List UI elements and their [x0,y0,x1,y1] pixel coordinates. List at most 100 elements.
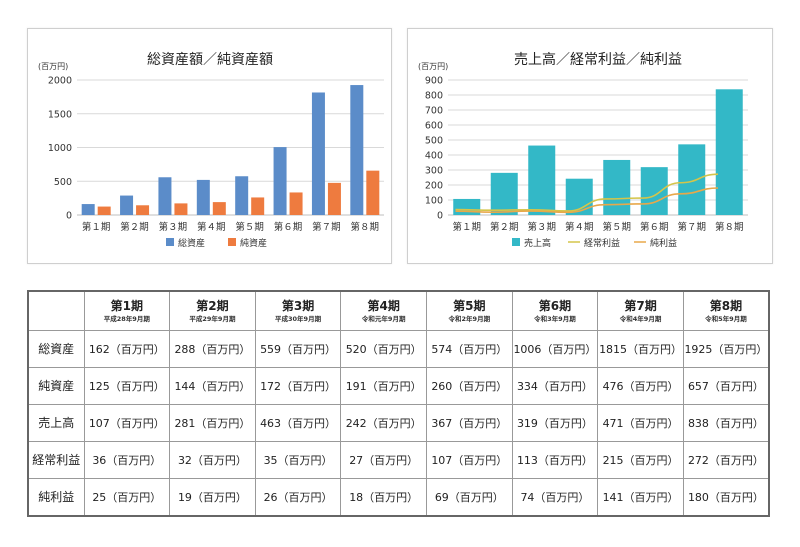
x-tick-label: 第７期 [312,221,341,233]
table-cell: 32（百万円） [169,440,256,479]
y-tick-label: 800 [425,91,443,102]
legend-label-total-assets: 総資産 [178,237,205,249]
legend: 売上高 経常利益 純利益 [512,237,677,249]
x-tick-label: 第５期 [235,221,264,233]
y-tick-label: 600 [425,121,443,132]
column-header: 第7期 令和4年9月期 [597,290,684,331]
legend-label-net-assets: 純資産 [240,237,267,249]
table-cell: 281（百万円） [169,403,256,442]
table-cell: 520（百万円） [340,330,427,368]
table-cell: 125（百万円） [83,366,171,405]
bar-純資産 [136,205,150,215]
table-row-ordinary-profit: 経常利益 36（百万円） 32（百万円） 35（百万円） 27（百万円） 107… [27,440,770,479]
table-cell: 27（百万円） [340,440,427,479]
x-tick-label: 第４期 [197,221,226,233]
x-tick-label: 第３期 [527,221,556,233]
fiscal-date: 令和2年9月期 [448,314,491,323]
table-cell: 1006（百万円） [511,330,599,368]
table-row-total-assets: 総資産 162（百万円） 288（百万円） 559（百万円） 520（百万円） … [27,330,770,368]
row-label: 経常利益 [27,440,85,479]
table-header-row: 第1期 平成28年9月期 第2期 平成29年9月期 第3期 平成30年9月期 第4期令… [27,290,770,331]
bar-純資産 [289,192,303,215]
bar-純資産 [174,203,188,215]
y-tick-label: 200 [425,181,443,192]
column-header: 第6期 令和3年9月期 [511,290,599,331]
bar-売上高 [453,198,481,215]
legend-swatch-sales [512,238,520,246]
bar-純資産 [327,182,341,215]
bar-総資産 [120,195,134,215]
bar-売上高 [603,159,631,215]
bar-売上高 [528,145,556,215]
period-label: 第8期 [709,298,743,313]
legend: 総資産 純資産 [166,237,267,249]
corner-cell [27,290,85,331]
legend-label-net-income: 純利益 [650,237,677,249]
bar-売上高 [640,167,668,215]
legend-swatch-total-assets [166,238,174,246]
y-tick-label: 100 [425,196,443,207]
table-cell: 463（百万円） [254,403,342,442]
table-cell: 288（百万円） [169,330,256,368]
table-cell: 191（百万円） [340,366,427,405]
y-tick-label: 0 [437,211,443,222]
legend-label-sales: 売上高 [524,237,551,249]
column-header: 第8期 令和5年9月期 [682,290,770,331]
period-label: 第5期 [453,298,486,313]
sales-chart-panel: 売上高／経常利益／純利益 (百万円) 0 100 200 300 400 500 600 70… [407,28,773,264]
table-cell: 19（百万円） [169,477,256,517]
row-label: 純利益 [27,477,85,517]
table-cell: 36（百万円） [83,440,171,479]
x-tick-label: 第７期 [677,221,706,233]
table-cell: 69（百万円） [426,477,513,517]
bar-総資産 [158,177,172,215]
table-cell: 574（百万円） [426,330,513,368]
bar-総資産 [196,179,210,215]
table-cell: 26（百万円） [254,477,342,517]
fiscal-date: 令和元年9月期 [361,314,406,323]
table-cell: 367（百万円） [426,403,513,442]
table-cell: 471（百万円） [597,403,684,442]
bar-総資産 [273,147,287,215]
bar-純資産 [212,202,226,215]
y-tick-label: 300 [425,166,443,177]
period-label: 第6期 [538,298,572,313]
bar-純資産 [251,197,265,215]
period-label: 第7期 [624,298,657,313]
legend-swatch-net-assets [228,238,236,246]
period-label: 第4期 [367,298,400,313]
bar-純資産 [97,206,111,215]
fiscal-date: 令和4年9月期 [619,314,662,323]
sales-chart: 売上高／経常利益／純利益 (百万円) 0 100 200 300 400 500 600 70… [418,51,748,249]
table-cell: 172（百万円） [254,366,342,405]
table-cell: 25（百万円） [83,477,171,517]
table-cell: 107（百万円） [83,403,171,442]
bar-売上高 [715,89,743,215]
column-header: 第5期 令和2年9月期 [426,290,513,331]
table-cell: 35（百万円） [254,440,342,479]
period-label: 第2期 [196,298,229,313]
x-tick-label: 第８期 [715,221,744,233]
y-tick-label: 1500 [48,109,72,120]
bar-総資産 [81,204,95,215]
table-cell: 180（百万円） [682,477,770,517]
bar-売上高 [678,144,706,215]
y-tick-label: 700 [425,106,443,117]
fiscal-date: 平成30年9月期 [275,314,322,323]
bar-総資産 [311,92,325,215]
y-tick-label: 500 [425,136,443,147]
line-経常利益 [455,173,719,212]
fiscal-date: 平成28年9月期 [103,314,150,323]
table-cell: 107（百万円） [426,440,513,479]
table-row-net-assets: 純資産 125（百万円） 144（百万円） 172（百万円） 191（百万円） … [27,366,770,405]
bar-売上高 [490,172,518,215]
x-tick-label: 第２期 [490,221,519,233]
table-cell: 319（百万円） [511,403,599,442]
table-cell: 141（百万円） [597,477,684,517]
fiscal-date: 平成29年9月期 [189,314,236,323]
y-tick-label: 0 [66,211,72,222]
x-tick-label: 第１期 [82,221,111,233]
y-tick-label: 2000 [48,76,72,87]
fiscal-date: 令和5年9月期 [705,314,747,323]
unit-label: (百万円) [38,62,68,71]
